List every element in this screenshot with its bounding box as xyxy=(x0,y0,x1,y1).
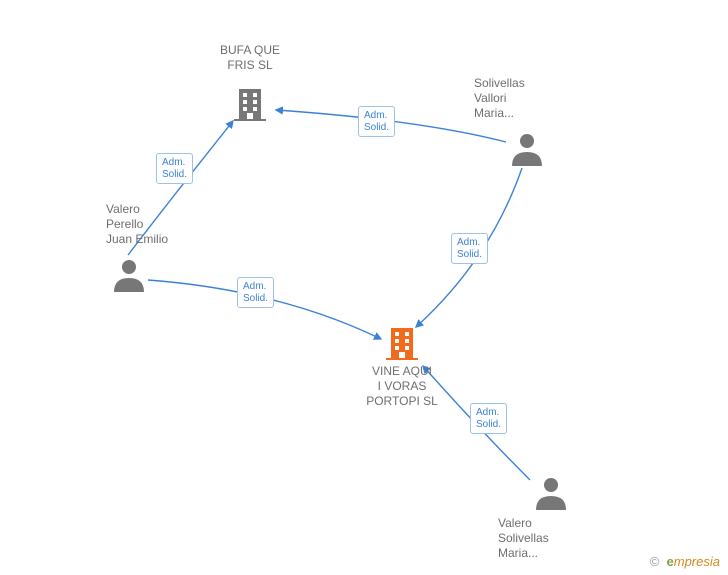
person-icon[interactable] xyxy=(534,476,568,510)
person-icon[interactable] xyxy=(112,258,146,292)
company-label-bufa: BUFA QUE FRIS SL xyxy=(200,43,300,73)
building-icon[interactable] xyxy=(384,324,420,360)
person-label-valero-solivellas: Valero Solivellas Maria... xyxy=(498,516,588,561)
edge-label-e5: Adm. Solid. xyxy=(470,403,507,434)
edge-label-e3: Adm. Solid. xyxy=(358,106,395,137)
edge-label-e1: Adm. Solid. xyxy=(156,153,193,184)
watermark: © empresia xyxy=(650,554,720,569)
edge-label-e4: Adm. Solid. xyxy=(451,233,488,264)
edge-label-e2: Adm. Solid. xyxy=(237,277,274,308)
watermark-e: e xyxy=(663,554,674,569)
edges-layer xyxy=(0,0,728,575)
building-icon[interactable] xyxy=(232,85,268,121)
watermark-brand: mpresia xyxy=(674,554,720,569)
person-icon[interactable] xyxy=(510,132,544,166)
person-label-valero-perello: Valero Perello Juan Emilio xyxy=(106,202,196,247)
copyright-symbol: © xyxy=(650,554,660,569)
company-label-vine: VINE AQUI I VORAS PORTOPI SL xyxy=(352,364,452,409)
person-label-solivellas: Solivellas Vallori Maria... xyxy=(474,76,564,121)
